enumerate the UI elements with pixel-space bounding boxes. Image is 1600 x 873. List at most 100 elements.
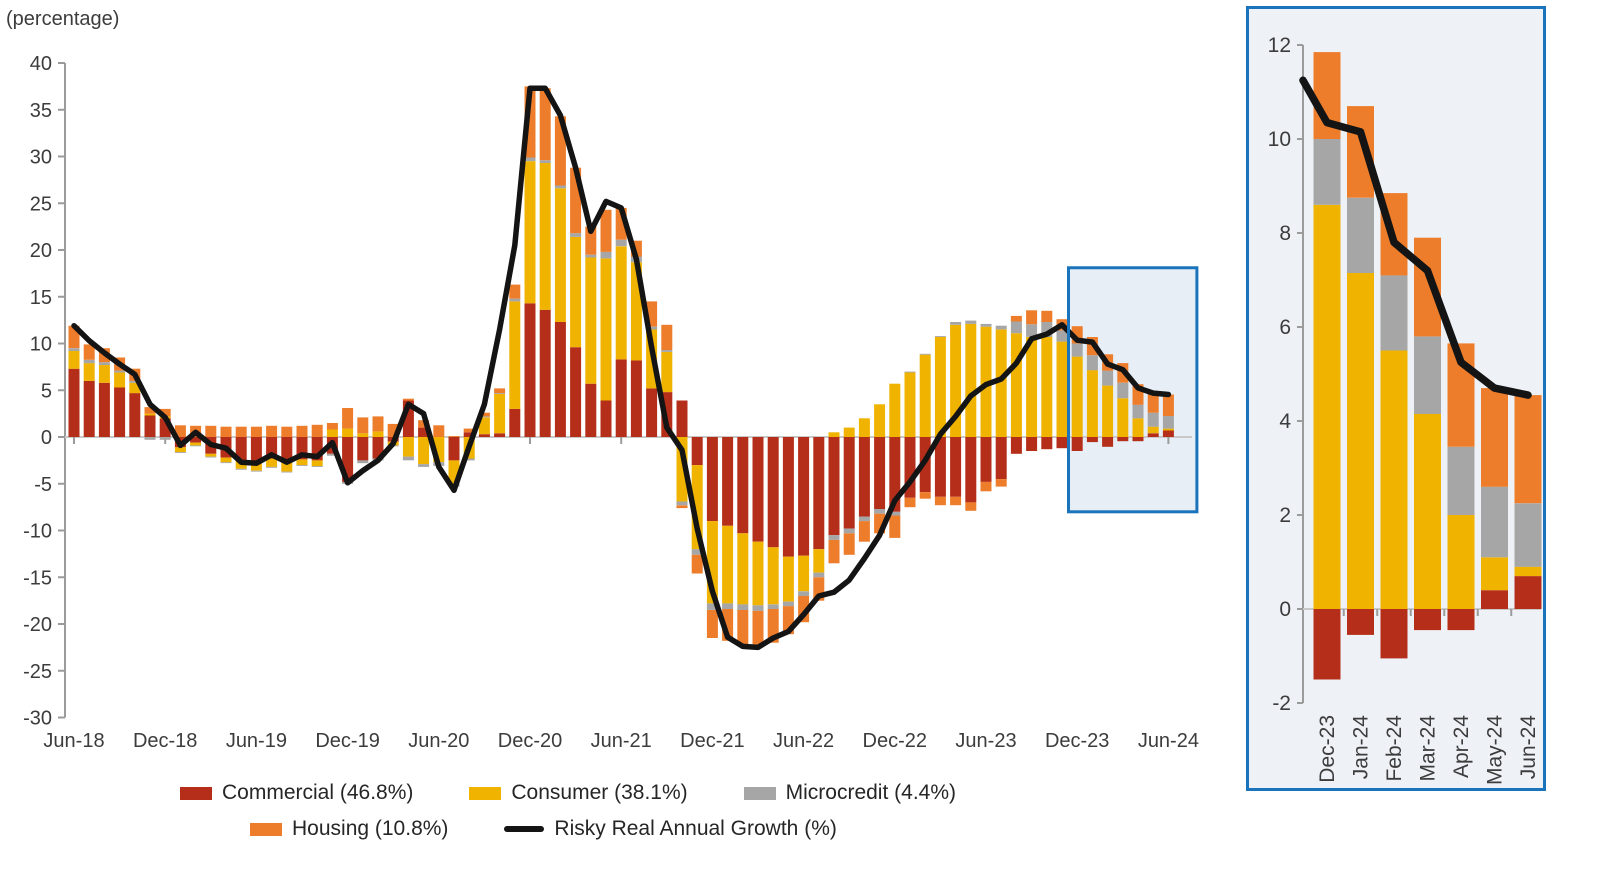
highlight-box (1067, 266, 1199, 514)
legend-label-microcredit: Microcredit (4.4%) (785, 781, 956, 804)
bar-segment-microcredit (190, 445, 202, 447)
bar-segment-commercial (995, 437, 1007, 480)
bar-segment-consumer (858, 418, 870, 437)
bar-segment-microcredit (1162, 416, 1174, 429)
bar-segment-microcredit (889, 511, 901, 516)
bar-segment-housing (205, 425, 217, 437)
bar-segment-microcredit (114, 370, 126, 373)
bar-segment-commercial (691, 437, 703, 466)
legend-label-growth-line: Risky Real Annual Growth (%) (554, 817, 837, 840)
bar-segment-microcredit (1514, 503, 1542, 567)
bar-segment-consumer (1481, 557, 1508, 591)
bar-segment-housing (798, 596, 810, 623)
bar-segment-housing (418, 420, 430, 428)
bar-segment-housing (509, 284, 521, 299)
x-tick-label: Feb-24 (1383, 715, 1406, 782)
x-tick-label: Dec-22 (863, 730, 927, 752)
bar-segment-commercial (357, 437, 369, 461)
bar-segment-microcredit (1414, 336, 1441, 414)
bar-segment-commercial (646, 388, 658, 437)
bar-segment-housing (980, 481, 992, 492)
bar-segment-consumer (509, 301, 521, 409)
bar-segment-microcredit (296, 465, 308, 466)
bar-segment-consumer (843, 427, 855, 437)
bar-segment-housing (904, 497, 916, 508)
bar-segment-commercial (874, 437, 886, 509)
y-tick-label: 40 (30, 53, 52, 75)
bar-segment-commercial (448, 437, 460, 461)
bar-segment-microcredit (1071, 343, 1083, 357)
bar-segment-housing (1026, 310, 1038, 325)
bar-segment-consumer (1514, 566, 1542, 577)
bar-segment-consumer (478, 417, 490, 435)
bar-segment-microcredit (782, 601, 794, 607)
bar-segment-microcredit (767, 604, 779, 610)
bar-segment-microcredit (159, 437, 171, 440)
bar-segment-consumer (630, 262, 642, 361)
bar-segment-housing (889, 515, 901, 538)
bar-segment-commercial (1447, 609, 1475, 631)
bar-segment-housing (387, 423, 399, 437)
x-tick-label: Dec-18 (133, 730, 197, 752)
bar-segment-commercial (68, 368, 80, 437)
bar-segment-housing (311, 424, 323, 437)
bar-segment-microcredit (843, 528, 855, 534)
bar-segment-microcredit (874, 509, 886, 514)
bar-segment-consumer (1071, 356, 1083, 437)
bar-segment-commercial (539, 309, 551, 437)
bar-segment-consumer (250, 462, 262, 471)
stacked-bars (68, 86, 1174, 648)
bar-segment-housing (737, 610, 749, 646)
bar-segment-commercial (782, 437, 794, 557)
bar-segment-microcredit (752, 605, 764, 611)
bar-segment-microcredit (220, 462, 232, 464)
bar-segment-microcredit (205, 456, 217, 458)
bar-segment-microcredit (509, 298, 521, 302)
x-tick-label: Jun-24 (1138, 730, 1199, 752)
bar-segment-microcredit (1056, 330, 1068, 342)
bar-segment-commercial (1071, 437, 1083, 451)
bar-segment-consumer (83, 363, 95, 381)
bar-segment-consumer (570, 236, 582, 348)
x-tick-label: May-24 (1484, 715, 1507, 785)
inset-panel: 12 10 8 6 4 2 0 -2 Dec-23 Jan-24 Feb-24 Mar-24 Apr-2… (1246, 6, 1546, 791)
x-axis-labels: Jun-18 Dec-18 Jun-19 Dec-19 Jun-20 Dec-20 Jun-… (43, 730, 1199, 752)
bar-segment-commercial (843, 437, 855, 529)
bar-segment-housing (615, 207, 627, 240)
bar-segment-commercial (934, 437, 946, 497)
bar-segment-consumer (296, 459, 308, 465)
bar-segment-commercial (159, 418, 171, 437)
bar-segment-housing (463, 428, 475, 433)
risky-real-growth-line (71, 85, 1172, 651)
bar-segment-commercial (706, 437, 718, 522)
bar-segment-commercial (904, 437, 916, 498)
bar-segment-microcredit (615, 239, 627, 247)
bar-segment-microcredit (311, 466, 323, 467)
bar-segment-housing (478, 412, 490, 417)
bar-segment-microcredit (235, 468, 247, 470)
bar-segment-microcredit (144, 437, 156, 440)
bar-segment-commercial (1380, 609, 1408, 659)
y-tick-label: 35 (30, 100, 52, 122)
bar-segment-consumer (706, 521, 718, 604)
bar-segment-microcredit (934, 336, 946, 337)
bar-segment-housing (1041, 310, 1053, 322)
bar-segment-commercial (1147, 433, 1159, 437)
bar-segment-microcredit (706, 603, 718, 610)
x-tick-label: Jun-24 (1517, 715, 1540, 780)
legend-item-growth-line: Risky Real Annual Growth (%) (504, 817, 837, 841)
bar-segment-commercial (524, 303, 536, 437)
bar-segment-commercial (630, 360, 642, 437)
bar-segment-commercial (767, 437, 779, 548)
bar-segment-commercial (1102, 437, 1114, 447)
bar-segment-consumer (357, 433, 369, 437)
bar-segment-consumer (1162, 428, 1174, 431)
x-tick-label: Dec-23 (1045, 730, 1109, 752)
bar-segment-microcredit (995, 325, 1007, 330)
bar-segment-microcredit (1117, 382, 1129, 399)
bar-segment-consumer (326, 429, 338, 437)
bar-segment-consumer (950, 324, 962, 437)
bar-segment-consumer (1347, 272, 1374, 609)
bar-segment-microcredit (722, 603, 734, 609)
bar-segment-housing (706, 610, 718, 638)
